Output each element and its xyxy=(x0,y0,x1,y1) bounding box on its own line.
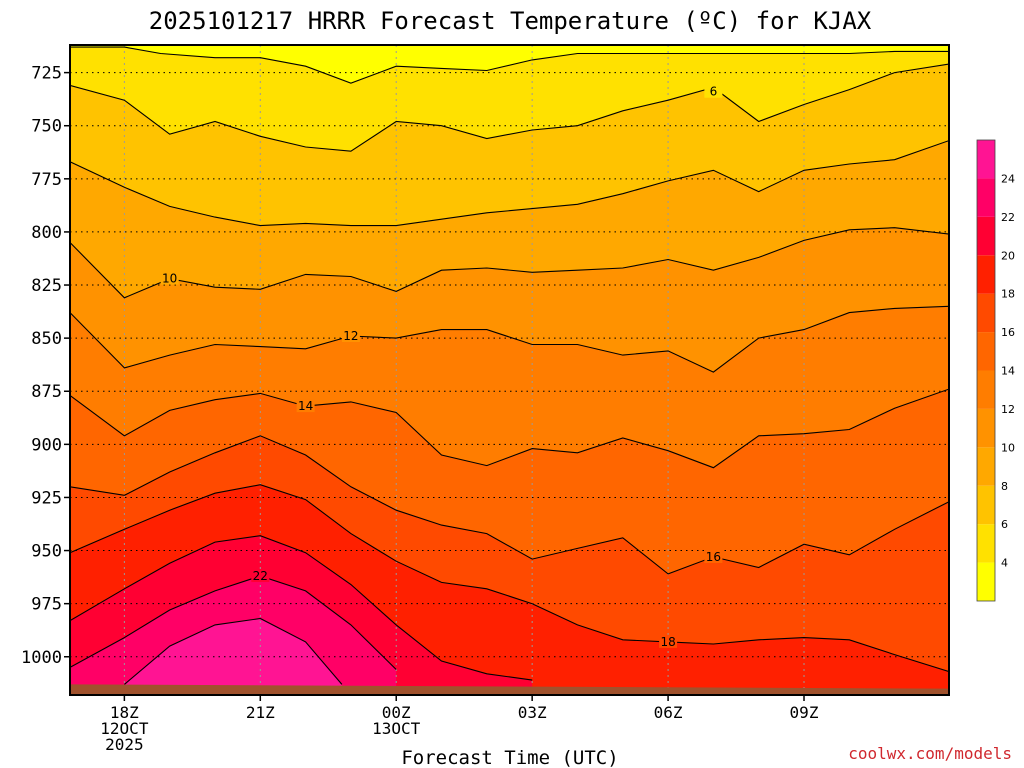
x-tick-label-0-1: 12OCT xyxy=(100,719,149,738)
colorbar-tick-6: 6 xyxy=(1001,518,1008,531)
isotherm-label-14: 14 xyxy=(298,399,313,413)
colorbar-swatch-8 xyxy=(977,447,995,486)
plot-frame xyxy=(69,44,950,696)
isotherm-lines xyxy=(70,46,949,685)
isotherm-18 xyxy=(70,484,949,673)
colorbar-tick-24: 24 xyxy=(1001,172,1015,185)
isotherm-4 xyxy=(70,46,949,84)
colorbar-tick-10: 10 xyxy=(1001,441,1015,454)
y-tick-label-900: 900 xyxy=(31,435,62,455)
isotherm-22 xyxy=(70,575,397,670)
colorbar-swatch-10 xyxy=(977,408,995,448)
isotherm-label-bg-12 xyxy=(341,329,360,343)
x-tick-label-15-0: 09Z xyxy=(790,703,819,722)
colorbar-tick-14: 14 xyxy=(1001,365,1015,378)
x-tick-label-6-1: 13OCT xyxy=(372,719,421,738)
y-axis-ticks: 725 750 775 800 825 850 875 900 925 950 975 1000 xyxy=(21,64,70,668)
colorbar-swatch-16 xyxy=(977,293,995,333)
colorbar-swatch-6 xyxy=(977,485,995,525)
isotherm-label-18: 18 xyxy=(660,635,675,649)
y-tick-label-875: 875 xyxy=(31,382,62,402)
colorbar-tick-22: 22 xyxy=(1001,211,1015,224)
gridlines xyxy=(70,45,949,695)
isotherm-12 xyxy=(70,305,949,373)
isotherm-label-16: 16 xyxy=(706,550,721,564)
isotherm-label-bg-14 xyxy=(296,399,315,413)
isotherm-label-12: 12 xyxy=(343,329,358,343)
colorbar-tick-18: 18 xyxy=(1001,288,1015,301)
x-tick-label-12-0: 06Z xyxy=(654,703,683,722)
terrain-below-surface xyxy=(70,684,949,695)
isotherm-20 xyxy=(70,535,533,681)
colorbar-swatch-2 xyxy=(977,562,995,601)
colorbar-swatch-12 xyxy=(977,370,995,409)
y-tick-label-975: 975 xyxy=(31,595,62,615)
x-tick-label-3-0: 21Z xyxy=(246,703,275,722)
isotherm-labels: 6 10 12 14 16 18 22 xyxy=(160,84,723,649)
colorbar-swatch-18 xyxy=(977,255,995,294)
colorbar-tick-4: 4 xyxy=(1001,557,1008,570)
y-tick-label-950: 950 xyxy=(31,542,62,562)
colorbar-frame xyxy=(976,139,996,602)
isotherm-label-bg-10 xyxy=(160,271,179,285)
isotherm-24 xyxy=(124,617,343,685)
colorbar-tick-16: 16 xyxy=(1001,326,1015,339)
x-tick-label-6-0: 00Z xyxy=(382,703,411,722)
x-axis-label: Forecast Time (UTC) xyxy=(401,747,618,768)
isotherm-label-bg-22 xyxy=(251,569,270,583)
isotherm-label-10: 10 xyxy=(162,272,177,286)
isotherm-14 xyxy=(70,388,949,469)
y-tick-label-750: 750 xyxy=(31,117,62,137)
colorbar-swatch-20 xyxy=(977,216,995,256)
colorbar-tick-8: 8 xyxy=(1001,480,1008,493)
credit-text: coolwx.com/models xyxy=(848,744,1012,763)
colorbar-tick-20: 20 xyxy=(1001,249,1015,262)
isotherm-label-22: 22 xyxy=(253,569,268,583)
y-tick-label-725: 725 xyxy=(31,64,62,84)
temperature-fill-bands xyxy=(70,45,949,695)
y-tick-label-775: 775 xyxy=(31,170,62,190)
isotherm-label-6: 6 xyxy=(710,85,718,99)
chart-title: 2025101217 HRRR Forecast Temperature (ºC… xyxy=(149,7,872,35)
isotherm-6 xyxy=(70,63,949,152)
plot-area xyxy=(70,45,949,695)
x-tick-label-0-0: 18Z xyxy=(110,703,139,722)
isotherm-8 xyxy=(70,140,949,227)
isotherm-label-bg-18 xyxy=(659,634,678,648)
x-tick-label-9-0: 03Z xyxy=(518,703,547,722)
y-tick-label-850: 850 xyxy=(31,329,62,349)
isotherm-10 xyxy=(70,227,949,299)
y-tick-label-800: 800 xyxy=(31,223,62,243)
y-tick-label-925: 925 xyxy=(31,488,62,508)
colorbar: 4 6 8 10 12 14 16 18 20 22 24 xyxy=(976,139,1015,602)
colorbar-tick-12: 12 xyxy=(1001,403,1015,416)
band-24-26 xyxy=(124,618,342,695)
y-tick-label-1000: 1000 xyxy=(21,648,62,668)
colorbar-swatch-4 xyxy=(977,524,995,563)
isotherm-label-bg-16 xyxy=(704,549,723,563)
y-tick-label-825: 825 xyxy=(31,276,62,296)
colorbar-swatch-24 xyxy=(977,140,995,179)
x-tick-label-0-2: 2025 xyxy=(105,735,144,754)
colorbar-swatch-14 xyxy=(977,332,995,371)
isotherm-16 xyxy=(70,435,949,575)
colorbar-swatch-22 xyxy=(977,178,995,217)
isotherm-label-bg-6 xyxy=(704,84,723,98)
